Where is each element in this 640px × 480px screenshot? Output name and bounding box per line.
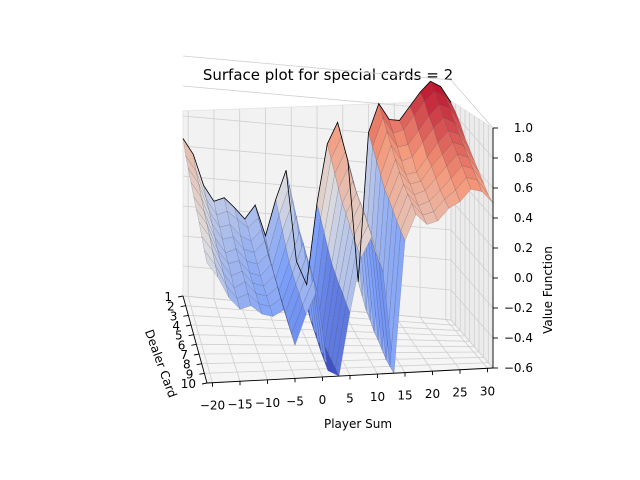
- floor-gridline-x: [419, 316, 461, 370]
- z-tick-label: 0.0: [514, 271, 533, 285]
- floor-gridline-x: [213, 298, 241, 382]
- x-tick-label: 10: [370, 390, 385, 404]
- x-tick-label: 20: [425, 387, 440, 401]
- y-tick-label: 9: [186, 367, 194, 381]
- y-tick-label: 6: [178, 338, 186, 352]
- floor-gridline-x: [393, 314, 433, 372]
- y-tick-label: 7: [180, 348, 188, 362]
- y-tick-mark: [191, 343, 197, 346]
- gridline-z: [182, 55, 494, 129]
- chart-title: Surface plot for special cards = 2: [203, 66, 453, 84]
- x-axis-label: Player Sum: [324, 417, 392, 431]
- x-tick-label: −20: [200, 399, 225, 413]
- z-tick-label: −0.6: [504, 361, 533, 375]
- y-tick-mark: [193, 353, 200, 356]
- y-tick-label: 2: [167, 300, 175, 314]
- y-tick-mark: [180, 305, 186, 308]
- floor-gridline-x: [445, 319, 488, 369]
- y-tick-label: 10: [181, 377, 196, 391]
- y-axis-line: [182, 295, 208, 384]
- z-tick-label: 0.6: [514, 181, 533, 195]
- y-tick-mark: [196, 363, 202, 366]
- y-axis-label: Dealer Card: [142, 328, 180, 400]
- x-tick-label: 30: [480, 384, 495, 398]
- floor-gridline-x: [187, 296, 213, 383]
- floor-gridline-y: [201, 356, 484, 365]
- x-tick-label: 0: [319, 393, 327, 407]
- y-tick-label: 8: [183, 358, 191, 372]
- x-tick-label: 25: [452, 386, 467, 400]
- z-tick-label: 0.4: [514, 211, 533, 225]
- y-tick-mark: [183, 314, 189, 317]
- y-tick-label: 4: [172, 319, 180, 333]
- y-tick-label: 5: [175, 329, 183, 343]
- y-tick-mark: [201, 382, 208, 385]
- y-tick-label: 1: [164, 290, 172, 304]
- z-axis-label: Value Function: [541, 246, 555, 334]
- x-tick-label: −10: [255, 396, 280, 410]
- y-tick-mark: [177, 295, 184, 298]
- floor-gridline-x: [239, 300, 268, 380]
- y-tick-label: 3: [170, 309, 178, 323]
- surface-mesh: [182, 80, 494, 377]
- x-tick-label: 15: [397, 389, 412, 403]
- floor-gridline-y: [204, 362, 489, 374]
- x-tick-label: −5: [286, 394, 304, 408]
- z-tick-label: 0.8: [514, 151, 533, 165]
- x-tick-label: 5: [346, 392, 354, 406]
- y-tick-mark: [185, 324, 192, 327]
- y-tick-mark: [188, 334, 194, 337]
- tick-labels: −20 −15 −10 −5 0 5 10 15 20 25 30123456789101.00.8…: [164, 121, 533, 413]
- floor-gridline-x: [342, 310, 378, 375]
- z-tick-label: 0.2: [514, 241, 533, 255]
- y-tick-mark: [199, 372, 205, 375]
- z-tick-label: −0.4: [504, 331, 533, 345]
- surface-edge: [182, 80, 452, 287]
- z-tick-label: 1.0: [514, 121, 533, 135]
- z-tick-label: −0.2: [504, 301, 533, 315]
- x-tick-label: −15: [227, 397, 252, 411]
